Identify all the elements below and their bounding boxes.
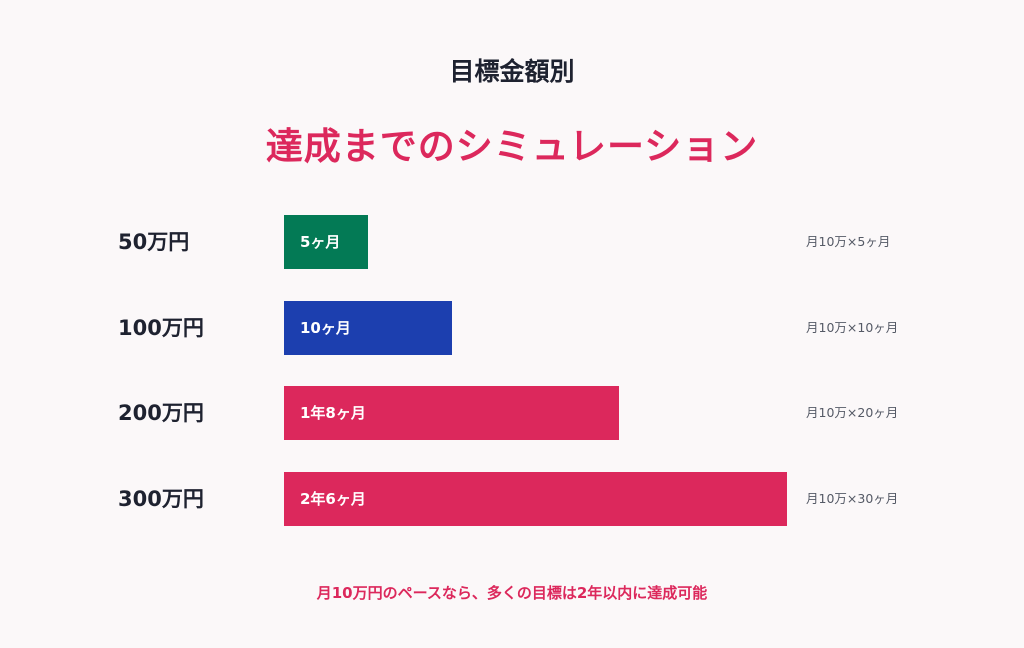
category-label: 100万円 xyxy=(118,315,204,340)
bar xyxy=(284,471,787,526)
calculation-annotation: 月10万×20ヶ月 xyxy=(806,405,899,420)
calculation-annotation: 月10万×30ヶ月 xyxy=(806,490,899,506)
bar xyxy=(284,215,368,269)
bar xyxy=(284,300,452,355)
chart-subtitle: 目標金額別 xyxy=(449,57,575,86)
calculation-annotation: 月10万×5ヶ月 xyxy=(806,234,891,249)
bar-value-label: 5ヶ月 xyxy=(300,233,341,251)
bar-value-label: 2年6ヶ月 xyxy=(300,489,366,508)
chart-title: 達成までのシミュレーション xyxy=(265,125,759,168)
calculation-annotation: 月10万×10ヶ月 xyxy=(806,319,899,335)
category-label: 200万円 xyxy=(118,401,204,425)
bar xyxy=(284,386,620,440)
bar-value-label: 10ヶ月 xyxy=(300,318,351,337)
bar-value-label: 1年8ヶ月 xyxy=(300,404,366,422)
footer-note: 月10万円のペースなら、多くの目標は2年以内に達成可能 xyxy=(316,584,708,602)
category-label: 300万円 xyxy=(118,486,204,511)
category-label: 50万円 xyxy=(118,230,190,254)
